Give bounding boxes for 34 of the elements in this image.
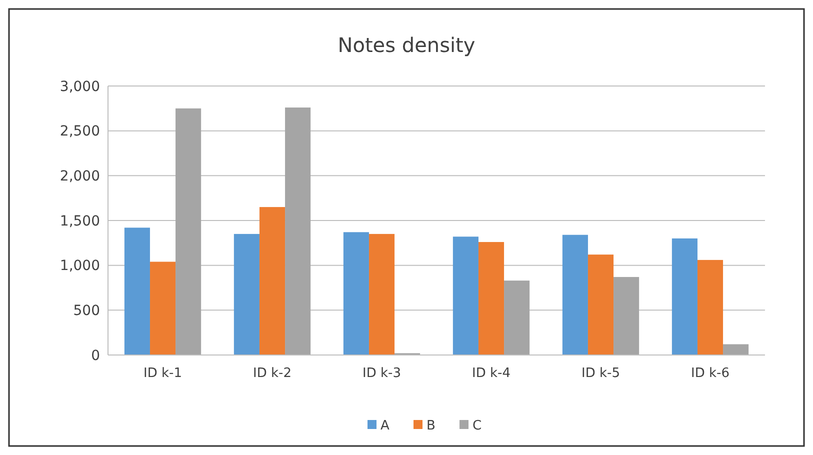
bar: [478, 242, 504, 355]
y-tick-label: 0: [91, 348, 100, 364]
bar: [588, 254, 614, 355]
y-tick-label: 2,000: [60, 168, 100, 185]
bar: [723, 344, 749, 355]
x-tick-label: ID k-2: [253, 366, 292, 381]
bar: [234, 234, 260, 355]
chart-title: Notes density: [338, 33, 476, 57]
bar: [150, 262, 176, 355]
bar: [452, 236, 478, 355]
x-tick-label: ID k-3: [362, 366, 401, 381]
bar: [697, 260, 724, 355]
y-tick-label: 3,000: [60, 78, 100, 95]
x-tick-label: ID k-1: [144, 366, 182, 381]
y-tick-label: 2,500: [60, 124, 100, 140]
legend-label: C: [472, 418, 482, 434]
bar: [259, 207, 286, 355]
x-tick-label: ID k-4: [472, 366, 510, 381]
bar: [504, 280, 530, 355]
x-tick-label: ID k-6: [691, 366, 730, 381]
x-tick-label: ID k-5: [582, 366, 620, 381]
bar: [368, 234, 395, 355]
bar: [176, 108, 202, 355]
bar: [343, 232, 369, 355]
bar: [562, 234, 588, 355]
y-tick-label: 500: [73, 303, 100, 320]
legend-label: B: [426, 418, 436, 434]
bar: [614, 276, 640, 355]
bar: [124, 228, 150, 355]
y-tick-label: 1,500: [60, 213, 100, 230]
legend-label: A: [380, 418, 390, 434]
bar: [672, 238, 698, 355]
y-tick-label: 1,000: [60, 258, 100, 274]
bar: [285, 108, 311, 355]
